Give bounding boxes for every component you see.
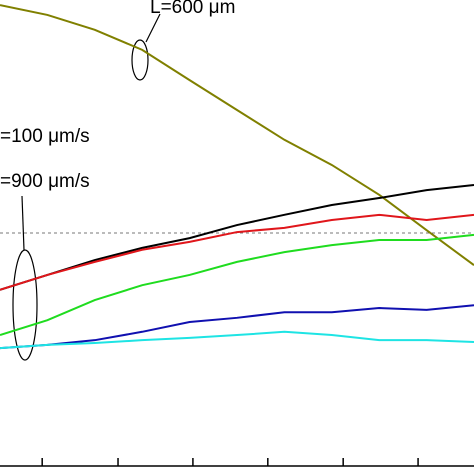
series-line — [0, 184, 474, 291]
annotation-ellipse — [12, 249, 38, 361]
leader-line — [21, 195, 25, 251]
series-line — [0, 304, 474, 350]
series-line — [0, 213, 474, 291]
series-line — [0, 330, 474, 350]
annotation: =100 μm/s — [0, 126, 90, 147]
annotation: =900 μm/s — [0, 171, 90, 192]
annotation: L=600 μm — [150, 0, 235, 18]
annotation-ellipse — [131, 39, 149, 81]
series-line — [0, 4, 474, 266]
leader-line — [145, 13, 161, 43]
series-line — [0, 233, 474, 337]
